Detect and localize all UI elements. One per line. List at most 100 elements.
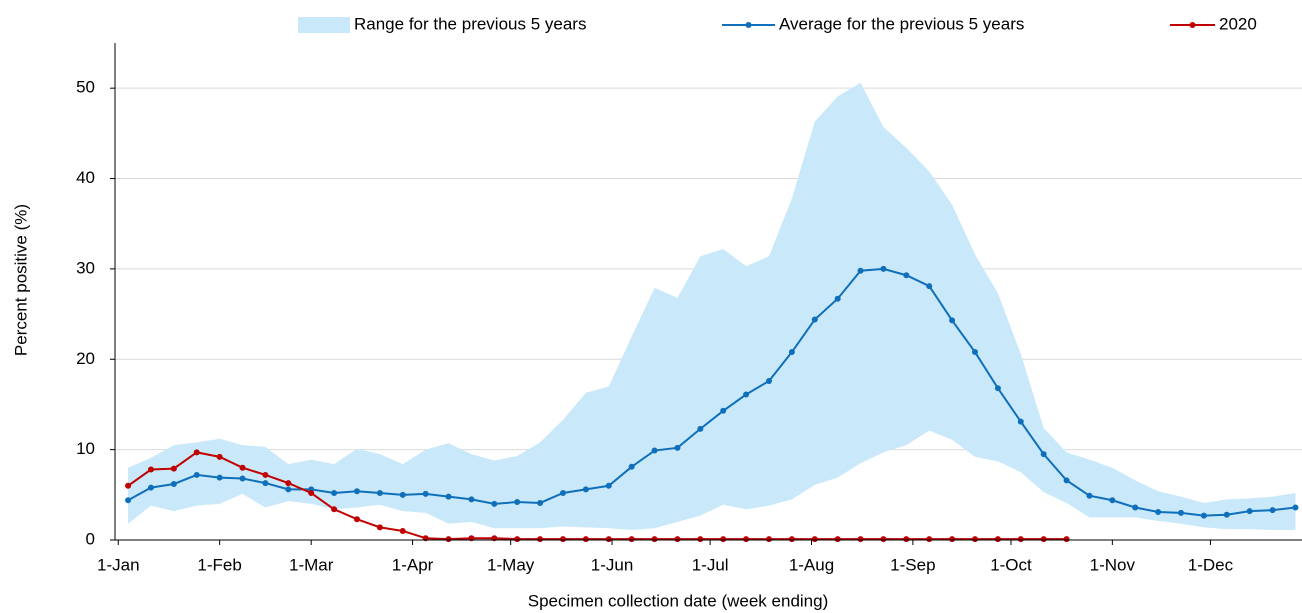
point — [903, 536, 910, 543]
point — [491, 500, 498, 507]
x-tick-label: 1-Jan — [97, 555, 140, 574]
y-axis-label: Percent positive (%) — [11, 204, 30, 356]
point — [857, 267, 864, 274]
legend-label: 2020 — [1219, 14, 1257, 33]
x-tick-label: 1-Jul — [692, 555, 729, 574]
point — [720, 536, 727, 543]
point — [239, 464, 246, 471]
point — [308, 490, 315, 497]
point — [559, 490, 566, 497]
point — [857, 536, 864, 543]
point — [697, 425, 704, 432]
point — [605, 482, 612, 489]
y-tick-label: 10 — [76, 439, 95, 458]
point — [1063, 536, 1070, 543]
y-tick-label: 40 — [76, 168, 95, 187]
legend-marker — [745, 22, 752, 28]
point — [331, 490, 338, 497]
x-tick-label: 1-Dec — [1188, 555, 1234, 574]
point — [788, 536, 795, 543]
point — [674, 536, 681, 543]
point — [216, 474, 223, 481]
point — [1200, 512, 1207, 519]
point — [285, 480, 292, 487]
point — [147, 466, 154, 473]
point — [514, 536, 521, 543]
point — [605, 536, 612, 543]
point — [125, 497, 132, 504]
series-line — [127, 451, 1067, 541]
x-tick-label: 1-Apr — [392, 555, 434, 574]
legend-label: Average for the previous 5 years — [779, 14, 1024, 33]
point — [743, 536, 750, 543]
x-tick-label: 1-Nov — [1090, 555, 1136, 574]
point — [1063, 477, 1070, 484]
point — [1246, 508, 1253, 515]
point — [582, 536, 589, 543]
point — [651, 447, 658, 454]
point — [1155, 508, 1162, 515]
point — [445, 536, 452, 543]
range-area — [128, 82, 1296, 531]
point — [674, 444, 681, 451]
point — [880, 265, 887, 272]
point — [628, 536, 635, 543]
point — [1269, 507, 1276, 514]
point — [170, 480, 177, 487]
point — [239, 475, 246, 482]
x-tick-label: 1-Oct — [990, 555, 1032, 574]
point — [422, 490, 429, 497]
point — [262, 480, 269, 487]
point — [834, 295, 841, 302]
point — [1017, 536, 1024, 543]
point — [1040, 536, 1047, 543]
point — [399, 527, 406, 534]
x-tick-label: 1-Sep — [890, 555, 935, 574]
point — [628, 463, 635, 470]
x-tick-label: 1-Aug — [789, 555, 834, 574]
point — [125, 482, 132, 489]
point — [1292, 504, 1299, 511]
point — [468, 496, 475, 503]
point — [331, 506, 338, 513]
point — [1223, 511, 1230, 518]
point — [811, 536, 818, 543]
point — [880, 536, 887, 543]
point — [994, 536, 1001, 543]
point — [376, 524, 383, 531]
point — [353, 488, 360, 495]
point — [537, 536, 544, 543]
point — [994, 385, 1001, 392]
point — [1017, 418, 1024, 425]
y-tick-label: 20 — [76, 349, 95, 368]
point — [972, 536, 979, 543]
point — [765, 377, 772, 384]
point — [949, 317, 956, 324]
point — [216, 453, 223, 460]
x-tick-label: 1-May — [487, 555, 535, 574]
point — [811, 316, 818, 323]
x-tick-label: 1-Mar — [289, 555, 334, 574]
point — [353, 516, 360, 523]
point — [972, 349, 979, 356]
point — [193, 449, 200, 456]
point — [1132, 504, 1139, 511]
point — [193, 471, 200, 478]
point — [399, 491, 406, 498]
point — [537, 499, 544, 506]
legend-swatch — [298, 17, 350, 33]
point — [1178, 509, 1185, 516]
point — [559, 536, 566, 543]
point — [926, 283, 933, 290]
point — [720, 407, 727, 414]
x-axis-label: Specimen collection date (week ending) — [528, 591, 829, 610]
y-tick-label: 30 — [76, 258, 95, 277]
point — [743, 391, 750, 398]
y-tick-label: 0 — [86, 529, 95, 548]
point — [903, 272, 910, 279]
point — [926, 536, 933, 543]
point — [582, 486, 589, 493]
point — [788, 349, 795, 356]
point — [834, 536, 841, 543]
point — [170, 465, 177, 472]
